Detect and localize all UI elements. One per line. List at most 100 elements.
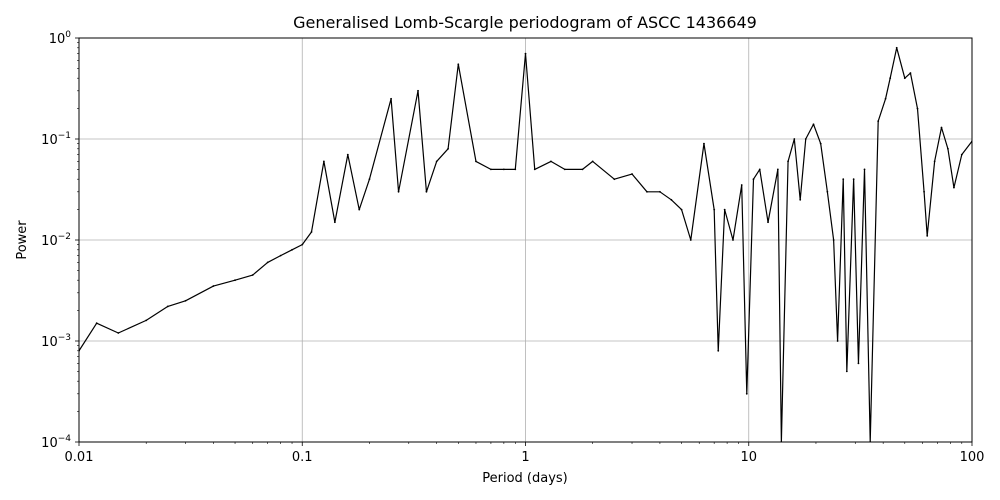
x-tick-label: 100	[960, 450, 985, 465]
x-tick-label: 10	[740, 450, 757, 465]
data-point	[397, 190, 400, 193]
data-point	[852, 178, 855, 181]
data-point	[591, 160, 594, 163]
data-point	[787, 160, 789, 163]
data-point	[680, 208, 683, 211]
grid-lines	[79, 38, 972, 442]
data-point	[533, 168, 536, 171]
data-point	[435, 160, 438, 163]
data-point	[857, 362, 860, 365]
data-point	[390, 97, 392, 100]
data-point	[659, 190, 661, 193]
data-point	[550, 160, 552, 163]
data-point	[514, 168, 517, 171]
series-layer	[79, 46, 972, 442]
data-point	[689, 239, 692, 241]
x-tick-label: 1	[521, 450, 529, 465]
data-point	[95, 322, 98, 325]
data-point	[346, 153, 349, 156]
data-point	[703, 142, 705, 145]
y-tick-base: 10	[41, 234, 58, 249]
data-point	[836, 340, 839, 342]
data-point	[940, 126, 943, 129]
data-point	[670, 198, 673, 201]
y-tick-label: 10−2	[41, 232, 71, 249]
data-point	[184, 299, 187, 302]
data-point	[845, 370, 848, 373]
y-tick-base: 10	[49, 32, 66, 47]
data-point	[767, 221, 769, 224]
data-point	[877, 120, 880, 123]
data-point	[776, 168, 779, 171]
data-point	[832, 239, 835, 241]
data-point	[863, 168, 866, 171]
x-axis-ticks: 0.01 0.1 1 10 100	[65, 442, 985, 465]
data-point	[417, 89, 419, 92]
chart-title: Generalised Lomb-Scargle periodogram of …	[293, 13, 757, 32]
data-point	[310, 231, 313, 233]
data-point	[947, 147, 949, 150]
data-point	[826, 190, 829, 193]
data-point	[266, 261, 269, 264]
x-axis-label: Period (days)	[482, 471, 568, 486]
data-point	[322, 160, 325, 163]
data-point	[842, 178, 845, 181]
data-point	[490, 168, 492, 171]
data-point	[717, 349, 720, 352]
data-point	[212, 285, 215, 287]
data-point	[793, 138, 796, 140]
y-tick-base: 10	[41, 436, 58, 451]
y-axis-label: Power	[15, 220, 30, 260]
y-tick-label: 100	[49, 30, 72, 47]
data-point	[926, 234, 929, 237]
data-point	[368, 178, 371, 181]
data-point	[524, 52, 527, 55]
data-point	[752, 178, 755, 181]
y-tick-label: 10−4	[41, 434, 71, 451]
data-point	[933, 160, 936, 163]
data-point	[740, 184, 743, 186]
data-point	[502, 168, 505, 171]
data-point	[723, 208, 726, 211]
data-point	[333, 221, 336, 224]
y-tick-exponent: −4	[58, 434, 72, 444]
data-point	[581, 168, 584, 171]
data-point	[563, 168, 566, 171]
x-tick-label: 0.1	[292, 450, 313, 465]
data-point	[895, 46, 898, 49]
data-point	[279, 254, 282, 257]
data-point	[903, 77, 906, 80]
data-point	[909, 72, 912, 74]
data-point	[713, 208, 716, 211]
data-point	[889, 77, 892, 80]
data-point	[953, 186, 955, 189]
data-point	[166, 305, 169, 308]
y-tick-exponent: −1	[58, 131, 71, 141]
y-tick-exponent: −2	[58, 232, 71, 242]
data-point	[799, 198, 802, 201]
data-point	[923, 190, 925, 193]
data-point	[234, 279, 236, 282]
data-point	[884, 97, 887, 100]
x-tick-label: 0.01	[65, 450, 94, 465]
data-point	[631, 173, 633, 175]
y-tick-base: 10	[41, 335, 58, 350]
y-tick-label: 10−1	[41, 131, 71, 148]
data-point	[457, 63, 460, 66]
data-point	[358, 208, 361, 211]
data-point	[117, 332, 120, 334]
data-point	[732, 239, 734, 241]
y-tick-exponent: 0	[65, 30, 71, 40]
data-point	[745, 392, 748, 395]
data-point	[145, 319, 148, 322]
data-point	[251, 274, 254, 276]
y-tick-label: 10−3	[41, 333, 71, 350]
y-tick-base: 10	[41, 133, 58, 148]
y-tick-exponent: −3	[58, 333, 71, 343]
data-point	[804, 138, 807, 140]
data-point	[301, 243, 304, 246]
data-point	[447, 147, 449, 150]
data-point	[758, 168, 761, 171]
